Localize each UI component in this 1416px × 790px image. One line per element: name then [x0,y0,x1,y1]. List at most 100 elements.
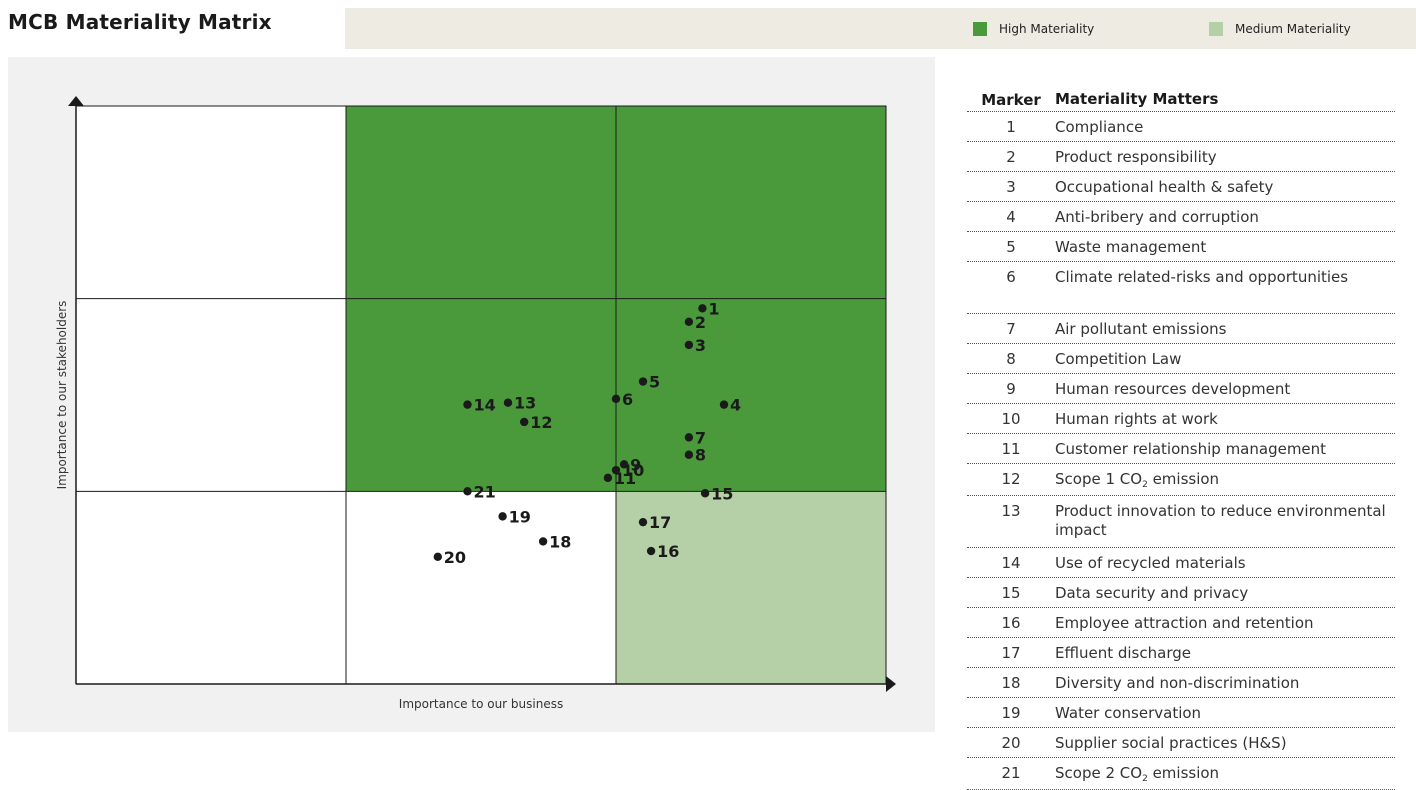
table-row: 5 Waste management [967,232,1395,262]
row-matter: Compliance [1055,118,1144,136]
zone-high [346,106,616,299]
zone-high [346,298,616,492]
row-marker: 18 [1001,674,1021,692]
table-row: 15 Data security and privacy [967,578,1395,608]
point-9 [619,460,629,469]
chart-panel: Importance to our business Importance to … [8,57,935,732]
table-row: 6 Climate related-risks and opportunities [967,262,1395,314]
point-16 [646,546,656,556]
page-title: MCB Materiality Matrix [8,10,272,34]
row-matter: Human resources development [1055,380,1291,398]
point-3 [684,340,694,350]
point-10 [611,465,621,475]
row-marker: 1 [1006,118,1016,136]
point-label-9: 9 [630,455,641,474]
row-matter: Scope 2 CO2 emission [1055,764,1220,784]
row-marker: 4 [1006,208,1016,226]
table-row: 1 Compliance [967,112,1395,142]
row-marker: 21 [1001,764,1021,782]
table-row: 4 Anti-bribery and corruption [967,202,1395,232]
row-matter: Water conservation [1055,704,1202,722]
row-marker: 9 [1006,380,1016,398]
legend-medium: Medium Materiality [1209,22,1351,36]
row-marker: 14 [1001,554,1021,572]
legend-medium-label: Medium Materiality [1235,22,1351,36]
row-matter: Waste management [1055,238,1207,256]
point-label-3: 3 [695,336,706,355]
table-row: 17 Effluent discharge [967,638,1395,668]
table-row: 8 Competition Law [967,344,1395,374]
row-matter: Occupational health & safety [1055,178,1274,196]
row-marker: 16 [1001,614,1021,632]
table-row: 14 Use of recycled materials [967,548,1395,578]
row-marker: 3 [1006,178,1016,196]
row-marker: 15 [1001,584,1021,602]
point-label-15: 15 [711,484,733,503]
point-11 [603,473,613,483]
point-label-5: 5 [649,373,660,392]
point-6 [611,394,621,404]
point-label-16: 16 [657,542,679,561]
row-matter: Product innovation to reduce environment… [1055,502,1386,539]
zone-high [616,298,886,492]
point-20 [433,552,442,562]
row-matter: Product responsibility [1055,148,1217,166]
row-matter: Climate related-risks and opportunities [1055,268,1349,286]
row-matter: Effluent discharge [1055,644,1191,662]
materiality-table: Marker Materiality Matters 1 Compliance 2 P… [967,86,1395,790]
table-row: 16 Employee attraction and retention [967,608,1395,638]
table-row: 21 Scope 2 CO2 emission [967,758,1395,790]
table-header: Marker Materiality Matters [967,86,1395,112]
table-row: 12 Scope 1 CO2 emission [967,464,1395,496]
row-matter: Air pollutant emissions [1055,320,1227,338]
point-4 [719,400,729,409]
row-matter: Competition Law [1055,350,1182,368]
table-row: 13 Product innovation to reduce environme… [967,496,1395,548]
table-row: 19 Water conservation [967,698,1395,728]
row-marker: 11 [1001,440,1021,458]
point-1 [698,304,707,313]
point-label-8: 8 [695,446,706,465]
row-matter: Human rights at work [1055,410,1218,428]
legend-medium-swatch [1209,22,1223,36]
point-label-21: 21 [474,482,496,501]
table-body: 1 Compliance 2 Product responsibility 3 Occup… [967,112,1395,790]
point-label-20: 20 [444,548,466,567]
point-2 [684,317,694,326]
table-row: 9 Human resources development [967,374,1395,404]
point-19 [498,512,507,521]
row-marker: 20 [1001,734,1021,752]
point-label-18: 18 [549,532,571,551]
legend: High Materiality Medium Materiality [345,8,1416,49]
point-12 [520,417,529,427]
y-axis-label: Importance to our stakeholders [55,301,69,490]
point-label-7: 7 [695,428,706,447]
point-7 [684,433,694,442]
table-row: 2 Product responsibility [967,142,1395,172]
point-label-14: 14 [474,396,496,415]
point-15 [700,489,710,498]
point-21 [463,487,472,496]
table-row: 10 Human rights at work [967,404,1395,434]
row-matter: Data security and privacy [1055,584,1249,602]
legend-high-label: High Materiality [999,22,1095,36]
row-marker: 8 [1006,350,1016,368]
legend-high: High Materiality [973,22,1094,36]
row-marker: 17 [1001,644,1021,662]
point-14 [463,400,472,409]
row-matter: Supplier social practices (H&S) [1055,734,1287,752]
table-row: 20 Supplier social practices (H&S) [967,728,1395,758]
point-8 [684,450,694,459]
row-marker: 13 [1001,502,1021,520]
point-18 [538,537,548,546]
table-row: 3 Occupational health & safety [967,172,1395,202]
row-matter: Use of recycled materials [1055,554,1246,572]
row-matter: Scope 1 CO2 emission [1055,470,1220,490]
x-axis-arrow [886,676,896,692]
row-marker: 12 [1001,470,1021,488]
table-row: 7 Air pollutant emissions [967,314,1395,344]
y-axis-arrow [68,96,84,106]
zone-high [616,106,886,299]
row-matter: Employee attraction and retention [1055,614,1314,632]
row-marker: 10 [1001,410,1021,428]
